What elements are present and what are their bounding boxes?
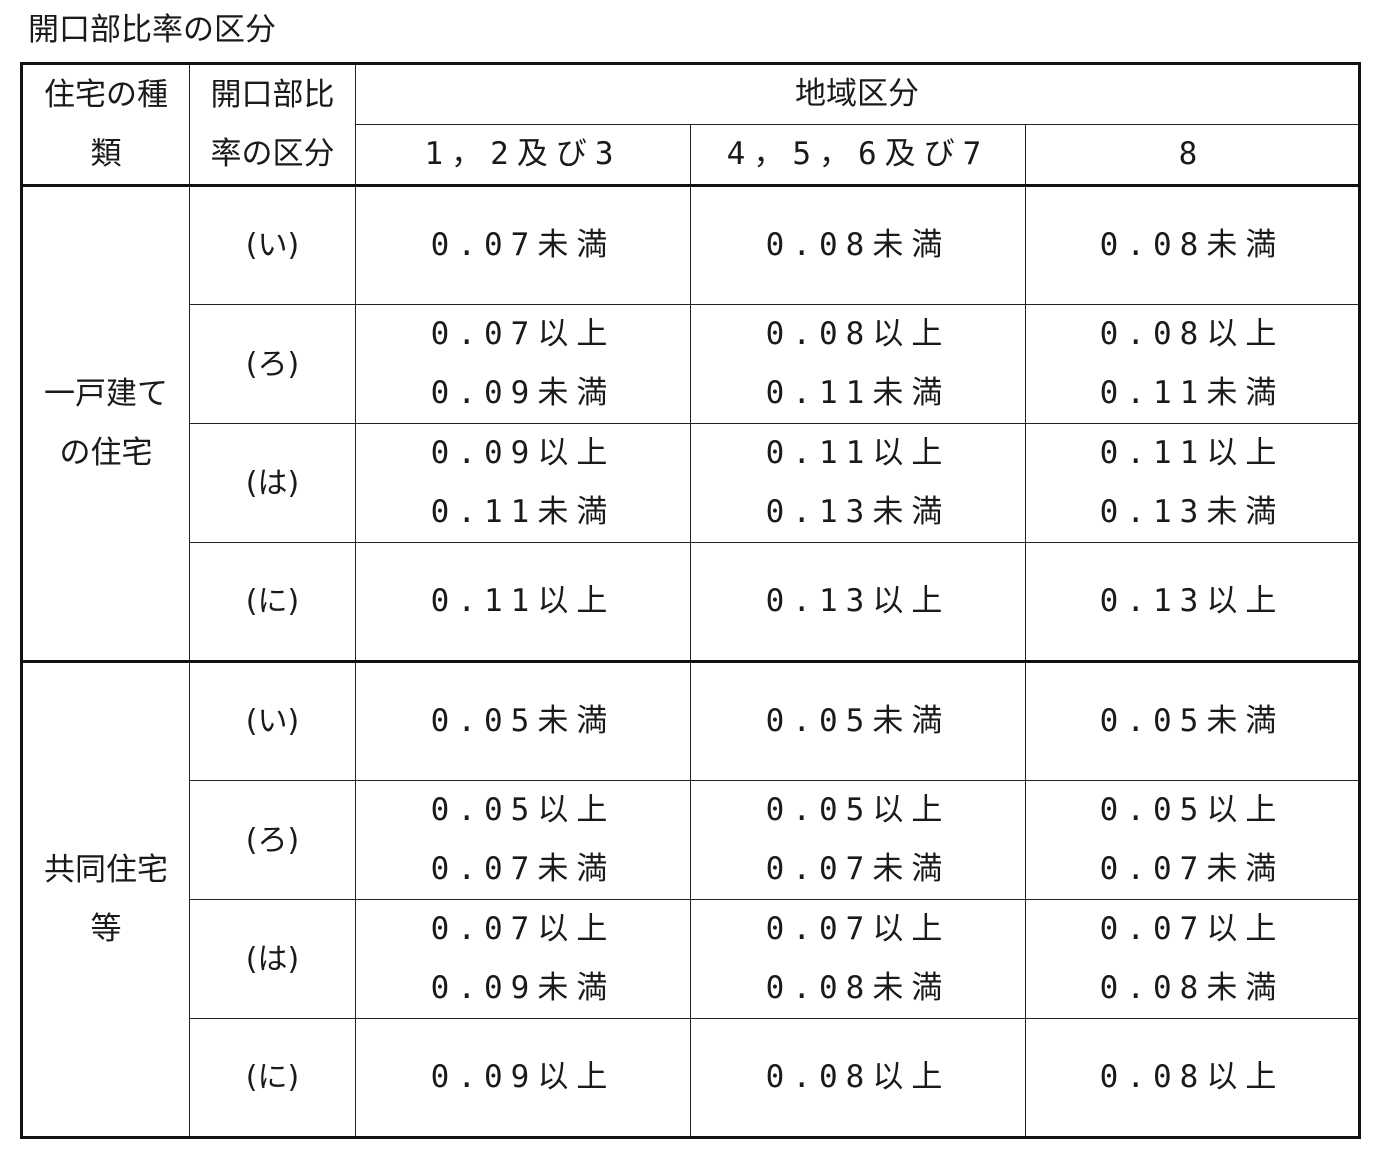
header-ratio-class-line2: 率の区分 <box>210 135 335 172</box>
table-row: (に) 0.11以上 0.13以上 0.13以上 <box>22 542 1360 662</box>
ratio-value-line-2: 0.07未満 <box>430 851 616 887</box>
header-region-8: 8 <box>1025 124 1360 187</box>
header-housing-type-line1: 住宅の種 <box>44 76 168 113</box>
table-caption: 開口部比率の区分 <box>28 12 276 48</box>
ratio-class-cell: (い) <box>189 185 356 305</box>
table-row: 一戸建て の住宅 (い) 0.07未満 0.08未満 0.08未満 <box>21 185 1360 662</box>
ratio-value-line-2: 0.08未満 <box>765 970 951 1006</box>
ratio-value-cell-region-a: 0.09以上 <box>355 1018 691 1138</box>
ratio-value-line-1: 0.07未満 <box>430 227 616 263</box>
ratio-value-cell-region-a: 0.05未満 <box>355 660 691 781</box>
ratio-class-cell: (ろ) <box>189 304 356 424</box>
housing-type-line-1: 一戸建て <box>44 375 168 412</box>
ratio-value-cell-region-c: 0.08未満 <box>1025 185 1360 305</box>
table-row: 共同住宅等 (い) 0.05未満 0.05未満 0.05未満 <box>21 660 1360 1138</box>
ratio-value-cell-region-a: 0.07以上 0.09未満 <box>355 304 691 424</box>
ratio-value-line-1: 0.05以上 <box>765 792 951 828</box>
ratio-value-line-1: 0.05以上 <box>1099 792 1285 828</box>
header-row-1: 住宅の種 類 開口部比 率の区分 地域区分 <box>21 63 1360 187</box>
header-housing-type-line2: 類 <box>90 135 122 172</box>
ratio-value-line-2: 0.08未満 <box>1099 970 1285 1006</box>
ratio-value-line-2: 0.09未満 <box>430 970 616 1006</box>
ratio-value-line-2: 0.13未満 <box>1099 494 1285 530</box>
table-row: (は) 0.07以上 0.09未満 0.07以上 0.08未満 0.07以上 0.08未満 <box>22 899 1360 1019</box>
table-row: (ろ) 0.05以上 0.07未満 0.05以上 0.07未満 0.05以上 0.07未満 <box>22 780 1360 900</box>
ratio-value-line-1: 0.09以上 <box>430 435 616 471</box>
ratio-value-line-1: 0.05以上 <box>430 792 616 828</box>
header-row-2: 1，2及び3 4，5，6及び7 8 <box>21 124 1360 187</box>
ratio-value-cell-region-c: 0.08以上 0.11未満 <box>1025 304 1360 424</box>
ratio-class-cell: (ろ) <box>189 780 356 900</box>
ratio-class-cell: (は) <box>189 899 356 1019</box>
ratio-value-line-1: 0.08以上 <box>1099 316 1285 352</box>
housing-type-line-2: の住宅 <box>59 434 153 471</box>
housing-type-cell: 共同住宅等 <box>21 660 190 1138</box>
ratio-value-line-1: 0.08未満 <box>765 227 951 263</box>
ratio-value-cell-region-c: 0.08以上 <box>1025 1018 1360 1138</box>
ratio-value-line-1: 0.11以上 <box>1099 435 1285 471</box>
ratio-value-cell-region-a: 0.07以上 0.09未満 <box>355 899 691 1019</box>
ratio-value-line-1: 0.08以上 <box>765 1059 951 1095</box>
ratio-class-cell: (に) <box>189 542 356 662</box>
ratio-value-line-1: 0.11以上 <box>765 435 951 471</box>
ratio-value-line-1: 0.11以上 <box>430 583 616 619</box>
ratio-value-cell-region-b: 0.08未満 <box>690 185 1026 305</box>
ratio-value-cell-region-b: 0.11以上 0.13未満 <box>690 423 1026 543</box>
ratio-value-line-1: 0.07以上 <box>430 911 616 947</box>
ratio-value-line-1: 0.05未満 <box>1099 703 1285 739</box>
ratio-value-cell-region-b: 0.08以上 0.11未満 <box>690 304 1026 424</box>
housing-type-line-2: 等 <box>90 910 122 947</box>
ratio-value-line-2: 0.11未満 <box>430 494 616 530</box>
housing-type-line-1: 共同住宅 <box>44 851 168 888</box>
table-row: (は) 0.09以上 0.11未満 0.11以上 0.13未満 0.11以上 0.13未満 <box>22 423 1360 543</box>
ratio-value-cell-region-c: 0.13以上 <box>1025 542 1360 662</box>
ratio-value-line-1: 0.07以上 <box>430 316 616 352</box>
ratio-value-line-2: 0.13未満 <box>765 494 951 530</box>
ratio-value-line-2: 0.11未満 <box>1099 375 1285 411</box>
ratio-value-line-1: 0.05未満 <box>430 703 616 739</box>
ratio-value-line-2: 0.09未満 <box>430 375 616 411</box>
ratio-class-cell: (は) <box>189 423 356 543</box>
ratio-value-cell-region-b: 0.07以上 0.08未満 <box>690 899 1026 1019</box>
ratio-value-cell-region-b: 0.05未満 <box>690 660 1026 781</box>
ratio-value-cell-region-b: 0.08以上 <box>690 1018 1026 1138</box>
ratio-value-line-2: 0.07未満 <box>765 851 951 887</box>
ratio-value-cell-region-c: 0.05以上 0.07未満 <box>1025 780 1360 900</box>
ratio-value-line-1: 0.08以上 <box>765 316 951 352</box>
header-region-4-5-6-7: 4，5，6及び7 <box>690 124 1026 187</box>
ratio-value-line-1: 0.07以上 <box>1099 911 1285 947</box>
header-region-1-2-3: 1，2及び3 <box>355 124 691 187</box>
header-housing-type: 住宅の種 類 <box>21 63 190 187</box>
ratio-value-cell-region-c: 0.05未満 <box>1025 660 1360 781</box>
housing-type-cell: 一戸建て の住宅 <box>21 185 190 662</box>
table-row: (ろ) 0.07以上 0.09未満 0.08以上 0.11未満 0.08以上 0.11未満 <box>22 304 1360 424</box>
ratio-value-line-1: 0.05未満 <box>765 703 951 739</box>
ratio-class-cell: (い) <box>189 660 356 781</box>
ratio-value-cell-region-c: 0.11以上 0.13未満 <box>1025 423 1360 543</box>
ratio-value-cell-region-a: 0.05以上 0.07未満 <box>355 780 691 900</box>
ratio-value-cell-region-a: 0.11以上 <box>355 542 691 662</box>
table-row: (に) 0.09以上 0.08以上 0.08以上 <box>22 1018 1360 1138</box>
ratio-value-line-1: 0.09以上 <box>430 1059 616 1095</box>
ratio-value-line-2: 0.11未満 <box>765 375 951 411</box>
ratio-value-line-1: 0.13以上 <box>1099 583 1285 619</box>
ratio-value-cell-region-b: 0.13以上 <box>690 542 1026 662</box>
ratio-value-line-1: 0.07以上 <box>765 911 951 947</box>
ratio-value-line-1: 0.08以上 <box>1099 1059 1285 1095</box>
ratio-value-line-2: 0.07未満 <box>1099 851 1285 887</box>
ratio-value-line-1: 0.08未満 <box>1099 227 1285 263</box>
ratio-value-line-1: 0.13以上 <box>765 583 951 619</box>
header-region-group: 地域区分 <box>355 63 1360 125</box>
table-body: 一戸建て の住宅 (い) 0.07未満 0.08未満 0.08未満 (ろ) 0.07以上 0.0… <box>21 185 1360 1138</box>
opening-ratio-table: 住宅の種 類 開口部比 率の区分 地域区分 1，2及び3 4，5，6及び7 8 … <box>20 62 1361 1139</box>
ratio-value-cell-region-a: 0.07未満 <box>355 185 691 305</box>
ratio-class-cell: (に) <box>189 1018 356 1138</box>
ratio-value-cell-region-b: 0.05以上 0.07未満 <box>690 780 1026 900</box>
header-ratio-class-line1: 開口部比 <box>210 76 335 113</box>
ratio-value-cell-region-c: 0.07以上 0.08未満 <box>1025 899 1360 1019</box>
header-ratio-class: 開口部比 率の区分 <box>189 63 356 187</box>
ratio-value-cell-region-a: 0.09以上 0.11未満 <box>355 423 691 543</box>
